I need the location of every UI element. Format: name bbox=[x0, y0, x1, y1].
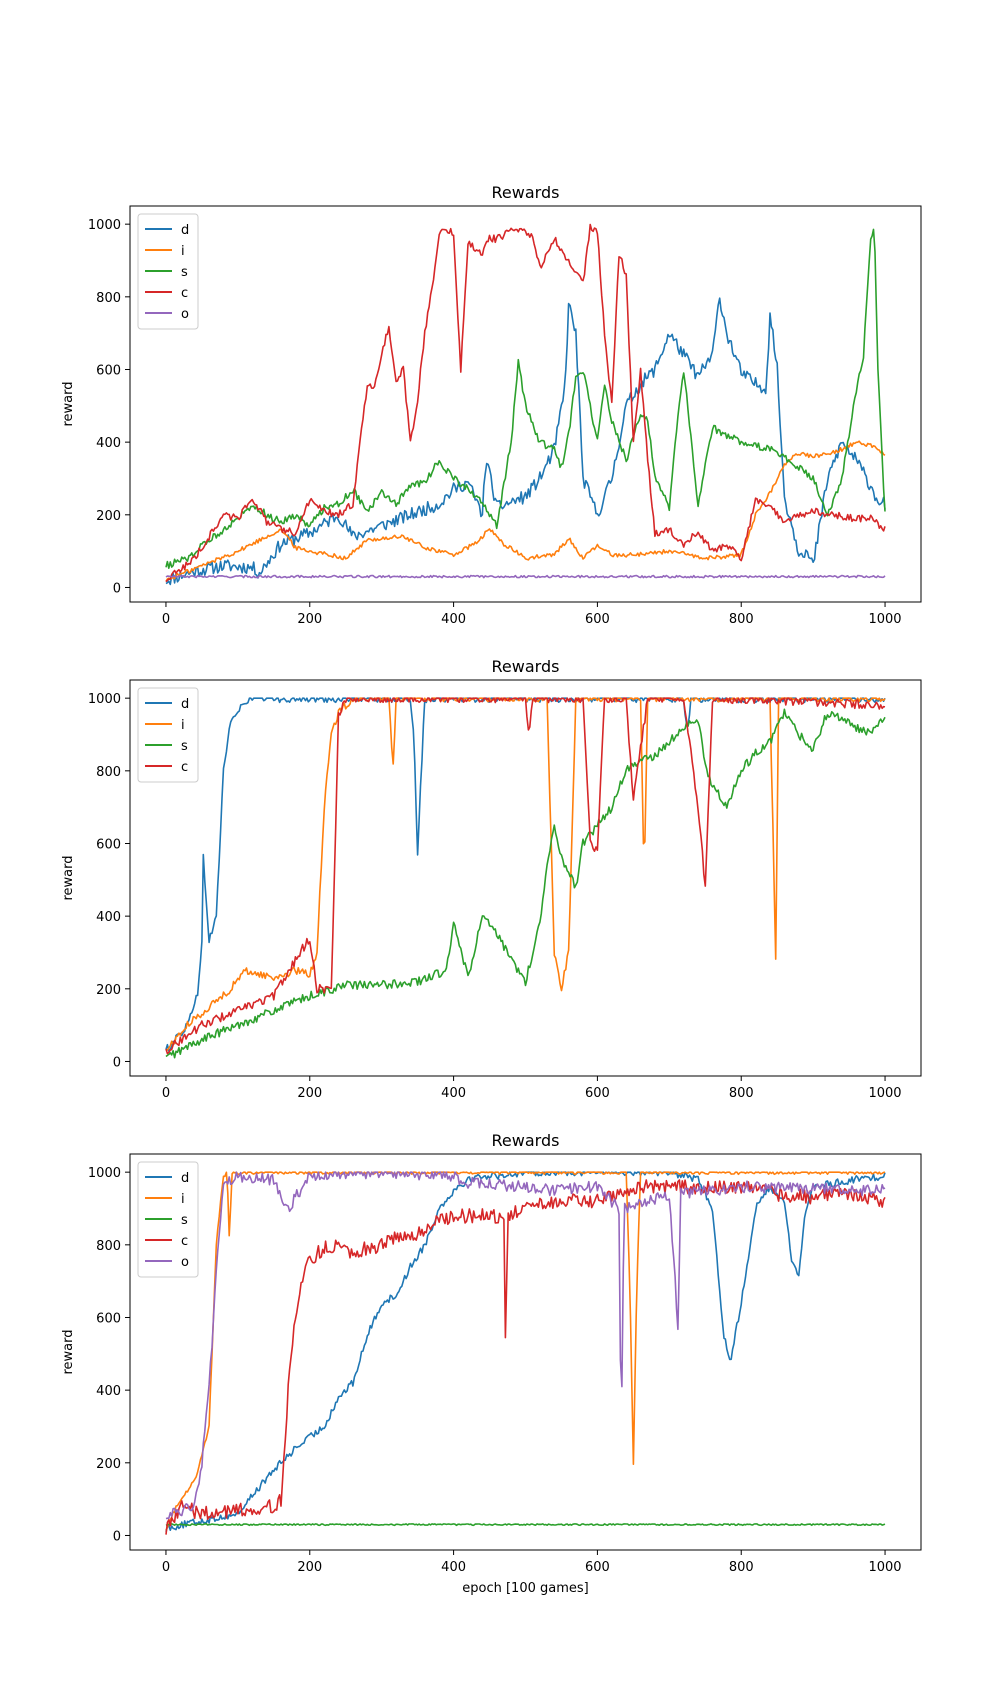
chart-panel-3: 0 200 400 600 800 1000 0 200 400 600 800 1000 Reward… bbox=[61, 1131, 922, 1596]
x-tick-label: 200 bbox=[297, 612, 322, 627]
y-tick-label: 1000 bbox=[88, 1166, 121, 1181]
x-tick-label: 0 bbox=[162, 1560, 170, 1575]
y-tick-label: 200 bbox=[96, 1457, 121, 1472]
legend-label-c: c bbox=[181, 1234, 188, 1249]
y-tick-label: 800 bbox=[96, 291, 121, 306]
x-tick-label: 600 bbox=[585, 1086, 610, 1101]
series-line-s bbox=[165, 228, 886, 569]
y-tick-label: 600 bbox=[96, 1311, 121, 1326]
y-tick-label: 1000 bbox=[88, 218, 121, 233]
legend-label-c: c bbox=[181, 286, 188, 301]
legend-label-s: s bbox=[181, 265, 188, 280]
x-tick-label: 1000 bbox=[868, 612, 901, 627]
chart-title: Rewards bbox=[492, 1131, 560, 1150]
legend-label-c: c bbox=[181, 760, 188, 775]
series-line-o bbox=[165, 574, 886, 579]
x-tick-label: 200 bbox=[297, 1086, 322, 1101]
legend-label-d: d bbox=[181, 223, 189, 238]
legend-label-i: i bbox=[181, 244, 185, 259]
series-line-d bbox=[165, 297, 886, 586]
y-tick-label: 400 bbox=[96, 1384, 121, 1399]
legend-label-o: o bbox=[181, 1255, 189, 1270]
x-tick-label: 1000 bbox=[868, 1560, 901, 1575]
chart-panel-2: 0 200 400 600 800 1000 0 200 400 600 800 1000 Reward… bbox=[61, 657, 922, 1101]
legend-label-d: d bbox=[181, 697, 189, 712]
y-tick-label: 600 bbox=[96, 363, 121, 378]
axes-frame bbox=[129, 679, 922, 1077]
y-tick-label: 800 bbox=[96, 1239, 121, 1254]
chart-title: Rewards bbox=[492, 183, 560, 202]
y-tick-label: 0 bbox=[113, 581, 121, 596]
series-line-c bbox=[165, 1179, 886, 1535]
y-tick-label: 200 bbox=[96, 509, 121, 524]
x-tick-label: 800 bbox=[729, 1560, 754, 1575]
y-tick-label: 0 bbox=[113, 1055, 121, 1070]
y-axis-label: reward bbox=[61, 855, 76, 900]
series-line-s bbox=[165, 1523, 886, 1527]
x-tick-label: 400 bbox=[441, 612, 466, 627]
series-line-c bbox=[165, 697, 886, 1055]
series-line-s bbox=[165, 708, 886, 1059]
series-line-i bbox=[165, 440, 886, 582]
y-axis-label: reward bbox=[61, 381, 76, 426]
legend-label-i: i bbox=[181, 1192, 185, 1207]
x-tick-label: 400 bbox=[441, 1560, 466, 1575]
series-line-d bbox=[165, 1171, 886, 1532]
x-tick-label: 1000 bbox=[868, 1086, 901, 1101]
x-tick-label: 400 bbox=[441, 1086, 466, 1101]
x-tick-label: 0 bbox=[162, 1086, 170, 1101]
y-tick-label: 400 bbox=[96, 436, 121, 451]
legend-label-s: s bbox=[181, 739, 188, 754]
chart-panel-1: 0 200 400 600 800 1000 0 200 400 600 800 1000 Reward… bbox=[61, 183, 922, 627]
chart-title: Rewards bbox=[492, 657, 560, 676]
x-tick-label: 600 bbox=[585, 612, 610, 627]
legend-label-o: o bbox=[181, 307, 189, 322]
y-tick-label: 0 bbox=[113, 1529, 121, 1544]
axes-frame bbox=[129, 1153, 922, 1551]
x-tick-label: 200 bbox=[297, 1560, 322, 1575]
x-axis-label: epoch [100 games] bbox=[462, 1581, 588, 1596]
y-axis-label: reward bbox=[61, 1329, 76, 1374]
x-tick-label: 600 bbox=[585, 1560, 610, 1575]
x-tick-label: 0 bbox=[162, 612, 170, 627]
legend-label-d: d bbox=[181, 1171, 189, 1186]
y-tick-label: 200 bbox=[96, 983, 121, 998]
x-tick-label: 800 bbox=[729, 612, 754, 627]
legend-label-i: i bbox=[181, 718, 185, 733]
axes-frame bbox=[129, 205, 922, 603]
series-line-i bbox=[165, 1171, 886, 1531]
legend-label-s: s bbox=[181, 1213, 188, 1228]
y-tick-label: 600 bbox=[96, 837, 121, 852]
x-tick-label: 800 bbox=[729, 1086, 754, 1101]
legend-box bbox=[137, 687, 199, 783]
series-line-o bbox=[165, 1171, 886, 1520]
y-tick-label: 400 bbox=[96, 910, 121, 925]
y-tick-label: 800 bbox=[96, 765, 121, 780]
series-line-c bbox=[165, 223, 886, 583]
y-tick-label: 1000 bbox=[88, 692, 121, 707]
